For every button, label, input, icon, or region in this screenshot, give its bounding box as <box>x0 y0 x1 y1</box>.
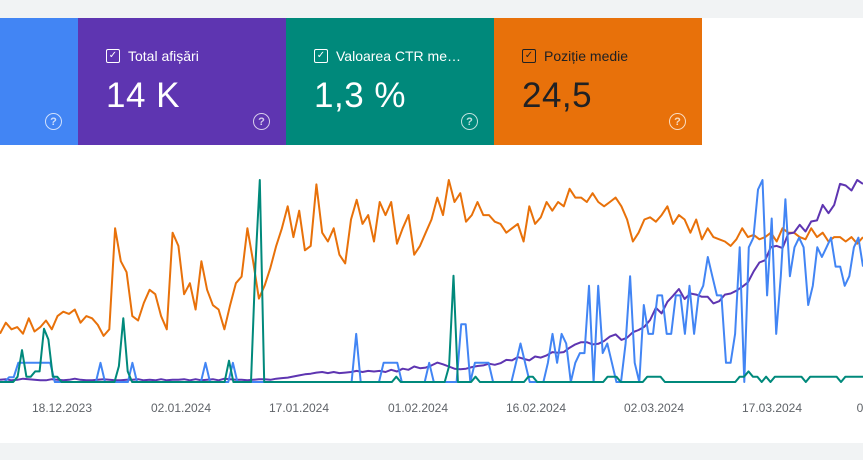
x-tick-label: 17.01.2024 <box>269 401 329 415</box>
impressions-series-line <box>0 179 863 382</box>
help-circle-icon[interactable]: ? <box>45 113 62 130</box>
checkbox-checked-icon[interactable]: ✓ <box>106 49 120 63</box>
x-tick-label: 17.03.2024 <box>742 401 802 415</box>
checkbox-checked-icon[interactable]: ✓ <box>522 49 536 63</box>
average-position-card[interactable]: ✓ Poziție medie 24,5 ? <box>494 18 702 145</box>
checkbox-checked-icon[interactable]: ✓ <box>314 49 328 63</box>
x-tick-label: 0 <box>857 401 863 415</box>
average-ctr-card[interactable]: ✓ Valoarea CTR me… 1,3 % ? <box>286 18 494 145</box>
ctr-value: 1,3 % <box>314 76 406 115</box>
x-tick-label: 18.12.2023 <box>32 401 92 415</box>
total-impressions-card[interactable]: ✓ Total afișări 14 K ? <box>78 18 286 145</box>
x-tick-label: 02.01.2024 <box>151 401 211 415</box>
clicks-series-line <box>0 179 863 383</box>
help-circle-icon[interactable]: ? <box>461 113 478 130</box>
position-label: Poziție medie <box>544 48 629 64</box>
x-tick-label: 01.02.2024 <box>388 401 448 415</box>
x-tick-label: 16.02.2024 <box>506 401 566 415</box>
help-circle-icon[interactable]: ? <box>669 113 686 130</box>
impressions-label: Total afișări <box>128 48 199 64</box>
impressions-value: 14 K <box>106 76 180 115</box>
position-value: 24,5 <box>522 76 593 115</box>
ctr-series-line <box>0 179 863 383</box>
x-tick-label: 02.03.2024 <box>624 401 684 415</box>
performance-chart: 18.12.2023 02.01.2024 17.01.2024 01.02.2024… <box>0 179 863 415</box>
position-series-line <box>0 179 863 337</box>
help-circle-icon[interactable]: ? <box>253 113 270 130</box>
total-clicks-card[interactable]: ? <box>0 18 78 145</box>
ctr-label: Valoarea CTR me… <box>336 48 462 64</box>
